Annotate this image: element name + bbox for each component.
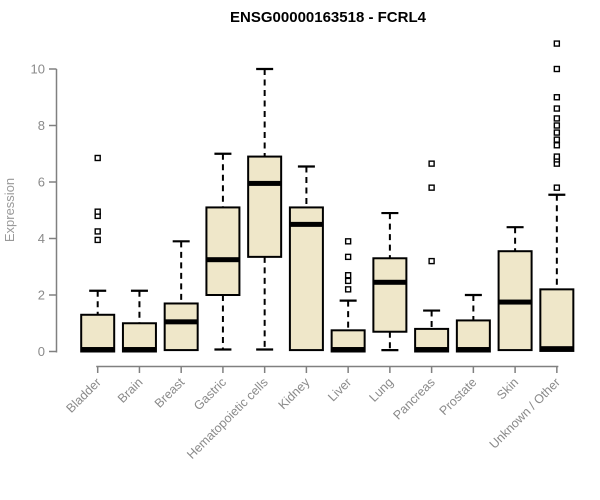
outlier-point bbox=[94, 208, 101, 215]
x-category-label: Prostate bbox=[437, 375, 480, 418]
y-tick-label: 6 bbox=[38, 175, 45, 190]
x-category-label: Breast bbox=[152, 375, 188, 411]
box-unknown-other bbox=[539, 40, 575, 352]
outlier-point bbox=[428, 160, 435, 167]
box-iqr bbox=[539, 288, 575, 352]
box-brain bbox=[121, 289, 157, 353]
median-line bbox=[81, 347, 115, 353]
y-tick-label: 10 bbox=[31, 62, 45, 77]
outlier-point bbox=[553, 142, 561, 149]
outlier-point bbox=[553, 94, 561, 101]
outlier-point bbox=[553, 65, 561, 73]
outlier-point bbox=[428, 257, 435, 265]
x-category-label: Lung bbox=[366, 375, 396, 405]
box-iqr bbox=[80, 313, 116, 353]
median-line bbox=[164, 319, 198, 325]
x-category-label: Liver bbox=[325, 375, 354, 404]
x-category-label: Skin bbox=[494, 375, 521, 402]
x-category-label: Kidney bbox=[276, 375, 313, 412]
box-pancreas bbox=[414, 160, 450, 353]
median-line bbox=[540, 346, 574, 352]
y-tick-label: 4 bbox=[38, 231, 45, 246]
median-line bbox=[122, 347, 156, 353]
box-iqr bbox=[205, 206, 241, 296]
outlier-point bbox=[344, 272, 352, 279]
y-tick-label: 0 bbox=[38, 344, 45, 359]
x-category-label: Pancreas bbox=[390, 375, 437, 422]
box-breast bbox=[163, 240, 199, 352]
box-iqr bbox=[163, 302, 199, 352]
box-iqr bbox=[372, 257, 408, 333]
outlier-point bbox=[94, 228, 101, 235]
outlier-point bbox=[428, 184, 435, 191]
outlier-point bbox=[94, 236, 101, 244]
plot-area: 0 2 4 6 8 10 Bladder Brain Breast GastricHematopo… bbox=[31, 40, 575, 462]
y-tick-label: 2 bbox=[38, 288, 45, 303]
median-line bbox=[248, 180, 282, 186]
outlier-point bbox=[344, 286, 352, 293]
x-category-label: Brain bbox=[115, 375, 146, 406]
box-gastric bbox=[205, 152, 241, 351]
outlier-point bbox=[344, 238, 352, 245]
median-line bbox=[206, 257, 240, 263]
box-prostate bbox=[455, 293, 491, 353]
y-tick-label: 8 bbox=[38, 118, 45, 133]
outlier-point bbox=[553, 40, 561, 47]
median-line bbox=[415, 347, 449, 353]
outlier-point bbox=[553, 136, 561, 143]
box-liver bbox=[330, 238, 366, 353]
outlier-point bbox=[553, 105, 561, 112]
box-lung bbox=[372, 211, 408, 352]
outlier-point bbox=[553, 184, 561, 191]
median-line bbox=[498, 299, 532, 305]
outlier-point bbox=[553, 153, 561, 160]
outlier-point bbox=[94, 154, 101, 162]
chart-title: ENSG00000163518 - FCRL4 bbox=[230, 9, 427, 26]
median-line bbox=[456, 347, 490, 353]
x-category-label: Unknown / Other bbox=[487, 375, 563, 451]
box-kidney bbox=[288, 165, 324, 352]
box-iqr bbox=[247, 155, 283, 258]
box-hematopoietic-cells bbox=[247, 67, 283, 351]
y-axis-label: Expression bbox=[2, 178, 17, 242]
box-bladder bbox=[80, 154, 116, 353]
box-iqr bbox=[288, 206, 324, 352]
box-skin bbox=[497, 226, 533, 352]
x-category-label: Hematopoietic cells bbox=[184, 375, 271, 462]
box-iqr bbox=[121, 322, 157, 353]
outlier-point bbox=[553, 122, 561, 129]
x-category-label: Gastric bbox=[191, 375, 229, 413]
outlier-point bbox=[553, 129, 561, 136]
outlier-point bbox=[344, 277, 352, 285]
median-line bbox=[331, 347, 365, 353]
x-category-label: Bladder bbox=[63, 375, 103, 415]
outlier-point bbox=[553, 115, 561, 122]
box-iqr bbox=[455, 319, 491, 353]
outlier-point bbox=[344, 253, 352, 261]
median-line bbox=[289, 221, 323, 227]
median-line bbox=[373, 279, 407, 285]
